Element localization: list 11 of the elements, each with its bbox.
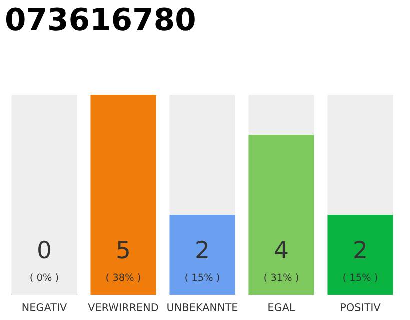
x-tick-label: POSITIV: [341, 304, 381, 312]
x-tick-label: EGAL: [268, 304, 296, 312]
x-tick-label: UNBEKANNTE: [168, 304, 238, 312]
data-label: 4 ( 31% ): [264, 241, 298, 282]
data-label: 2 ( 15% ): [344, 240, 378, 282]
chart-title: 073616780: [6, 8, 195, 31]
data-label: 5 ( 38% ): [106, 241, 140, 282]
x-tick-label: VERWIRREND: [88, 304, 158, 312]
x-tick-label: NEGATIV: [22, 304, 68, 312]
data-label: 0 ( 0% ): [30, 240, 58, 282]
data-label: 2 ( 15% ): [186, 240, 220, 282]
